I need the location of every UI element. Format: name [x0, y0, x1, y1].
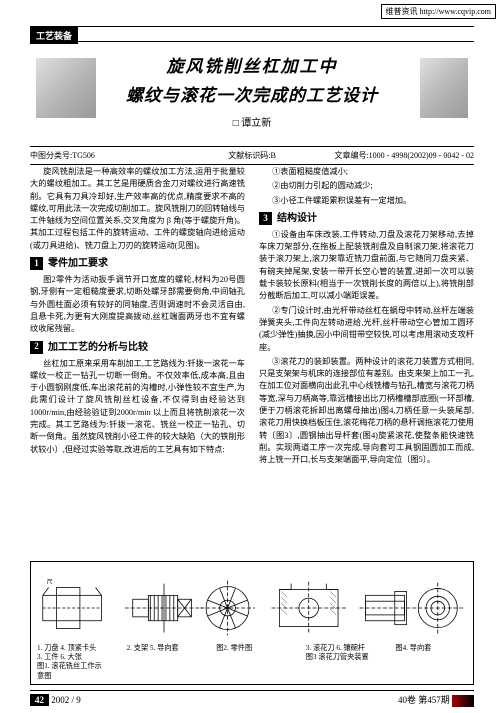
fig-label: 图4. 导向套 [395, 644, 467, 653]
section-title-3: 结构设计 [277, 211, 317, 226]
author-line: □ 谭立新 [30, 114, 474, 129]
watermark-link: 维普资讯 http://www.cqvip.com [381, 4, 496, 19]
fig-label: 1. 刀盘 4. 顶紧卡头 [37, 644, 109, 653]
bullet-3: ③小径工件螺距累积误差有一定增加。 [259, 195, 474, 207]
section-3-p3: ③滚花刀的装卸装置。两种设计的滚花刀装置方式相同,只是支架架与机床的连接部位有差… [259, 356, 474, 467]
intro-para: 旋风铣削法是一种高效率的螺纹加工方法,运用于批量较大的螺纹粗加工。其工艺是用硬质… [30, 166, 245, 252]
title-line-1: 旋风铣削丝杠加工中 [30, 48, 474, 77]
publisher-logo-icon [452, 695, 474, 707]
section-title-2: 加工工艺的分析与比较 [48, 340, 148, 355]
fig-label: 2. 支架 5. 导向套 [127, 644, 199, 653]
section-num-2: 2 [30, 341, 43, 354]
volume-issue: 40卷 第457期 [398, 695, 450, 705]
fig-label: 3. 工件 6. 大张 [37, 653, 109, 662]
right-column: ①表面粗糙度值减小; ②由切削力引起的圆动减少; ③小径工件螺距累积误差有一定增… [259, 166, 474, 555]
section-2-para: 丝杠加工原来采用车削加工,工艺路线为:钎拨一滚花一车螺纹一校正一钻孔一切断一倒角… [30, 358, 245, 456]
section-3-p2: ②专门设计时,由光杆带动丝杠在蜗母中转动,丝杆左端装弹簧夹头,工件向左转动进给,… [259, 305, 474, 354]
section-num-1: 1 [30, 257, 43, 270]
title-area: 旋风铣削丝杠加工中 螺纹与滚花一次完成的工艺设计 □ 谭立新 [30, 48, 474, 128]
cls-number: 中图分类号:TG506 [30, 150, 178, 161]
section-title-1: 零件加工要求 [48, 256, 108, 271]
page-number: 42 [30, 694, 49, 706]
page-footer: 42 2002 / 9 40卷 第457期 [30, 690, 474, 707]
technical-drawing-svg: 尺 [35, 566, 469, 654]
fig-label: 图3 滚花刀管夹装置 [306, 653, 378, 662]
section-1-para: 图2零件为活动扳手调节开口宽度的螺轮,材料为20号圆钢,牙侧有一定粗糙度要求,切… [30, 274, 245, 335]
body-columns: 旋风铣削法是一种高效率的螺纹加工方法,运用于批量较大的螺纹粗加工。其工艺是用硬质… [30, 166, 474, 555]
section-1-head: 1 零件加工要求 [30, 256, 245, 271]
section-2-head: 2 加工工艺的分析与比较 [30, 340, 245, 355]
svg-text:尺: 尺 [47, 579, 53, 586]
figure-panel: 尺 [30, 561, 474, 685]
machine-photo-right [420, 58, 468, 118]
section-3-head: 3 结构设计 [259, 211, 474, 226]
figure-captions: 1. 刀盘 4. 顶紧卡头 3. 工件 6. 大张 图1. 滚花铣丝工作示意图 … [37, 644, 467, 681]
title-line-2: 螺纹与滚花一次完成的工艺设计 [30, 81, 474, 106]
figure-drawings: 尺 [35, 566, 469, 654]
section-3-p1: ①设备由车床改装,工件转动,刀盘及滚花刀架移动,去掉车床刀架部分,在拖板上配装铣… [259, 229, 474, 303]
fig-label: 图2. 零件图 [216, 644, 288, 653]
author-name: 谭立新 [241, 118, 271, 129]
bullet-1: ①表面粗糙度值减小; [259, 166, 474, 178]
article-id: 文章编号:1000 - 4998(2002)09 - 0042 - 02 [326, 150, 474, 161]
classification-row: 中图分类号:TG506 文献标识码:B 文章编号:1000 - 4998(200… [30, 146, 474, 165]
section-num-3: 3 [259, 212, 272, 225]
left-column: 旋风铣削法是一种高效率的螺纹加工方法,运用于批量较大的螺纹粗加工。其工艺是用硬质… [30, 166, 245, 555]
bullet-2: ②由切削力引起的圆动减少; [259, 180, 474, 192]
fig-label: 图1. 滚花铣丝工作示意图 [37, 662, 109, 681]
issue-date: 2002 / 9 [51, 695, 81, 705]
header-band: 工艺装备 [30, 26, 474, 42]
author-prefix: □ [233, 118, 239, 129]
section-label: 工艺装备 [30, 27, 78, 44]
machine-photo-left [36, 58, 96, 118]
doc-code: 文献标识码:B [178, 150, 326, 161]
fig-label: 3. 滚花刀 6. 镶碗杆 [306, 644, 378, 653]
